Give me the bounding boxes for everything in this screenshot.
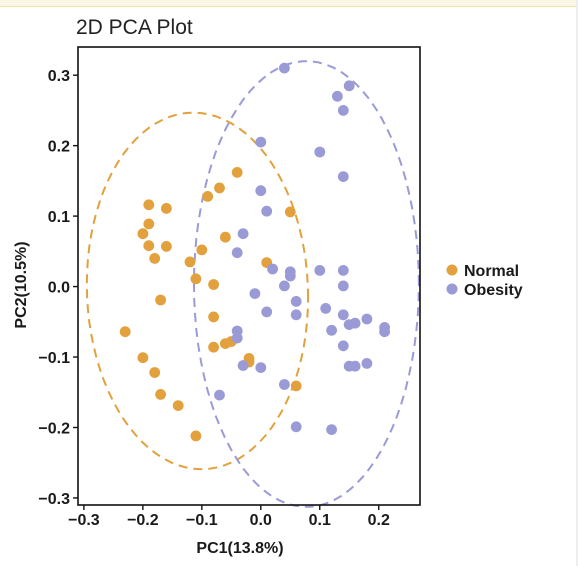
y-tick-label: −0.1 xyxy=(38,350,70,367)
point-normal-30 xyxy=(290,380,302,392)
x-tick-label: −0.3 xyxy=(68,512,100,529)
point-obesity-20 xyxy=(290,296,302,307)
point-obesity-35 xyxy=(361,358,373,369)
point-obesity-19 xyxy=(290,309,302,321)
x-tick-label: −0.1 xyxy=(186,512,218,529)
point-obesity-36 xyxy=(237,360,249,371)
y-tick-label: −0.3 xyxy=(38,491,70,508)
confidence-ellipses xyxy=(85,60,420,508)
x-axis-ticks: −0.3 −0.2 −0.1 0.0 0.1 0.2 xyxy=(68,505,390,529)
point-obesity-1 xyxy=(332,90,343,102)
point-normal-18 xyxy=(220,231,231,243)
x-axis-label: PC1(13.8%) xyxy=(196,540,283,557)
point-obesity-10 xyxy=(231,247,243,259)
legend-swatch-normal xyxy=(446,264,458,276)
y-tick-label: 0.1 xyxy=(48,209,70,226)
point-obesity-2 xyxy=(343,80,355,92)
y-tick-label: −0.2 xyxy=(38,420,70,437)
point-normal-17 xyxy=(208,279,220,290)
point-normal-23 xyxy=(208,341,220,353)
point-normal-22 xyxy=(231,167,243,178)
point-obesity-37 xyxy=(255,362,267,373)
point-normal-1 xyxy=(137,352,149,364)
point-obesity-28 xyxy=(379,326,390,338)
x-tick-label: −0.2 xyxy=(127,512,159,529)
y-axis-ticks: −0.3 −0.2 −0.1 0.0 0.1 0.2 0.3 xyxy=(38,68,78,508)
point-obesity-11 xyxy=(249,288,261,299)
legend-swatch-obesity xyxy=(446,283,458,295)
point-obesity-3 xyxy=(337,105,349,116)
legend-label-normal: Normal xyxy=(464,263,519,280)
point-obesity-5 xyxy=(314,146,326,158)
point-normal-4 xyxy=(172,400,184,411)
point-obesity-18 xyxy=(337,280,349,292)
legend-label-obesity: Obesity xyxy=(464,282,523,299)
chart-title: 2D PCA Plot xyxy=(76,16,193,39)
point-obesity-9 xyxy=(237,228,249,240)
point-normal-9 xyxy=(143,240,155,252)
point-obesity-34 xyxy=(349,360,361,372)
x-tick-label: 0.1 xyxy=(309,512,331,529)
point-obesity-8 xyxy=(261,205,273,217)
x-tick-label: 0.2 xyxy=(368,512,390,529)
point-normal-5 xyxy=(190,430,202,442)
ellipse-normal xyxy=(85,111,310,471)
ellipse-obesity xyxy=(192,60,420,508)
screenshot-right-border xyxy=(576,0,578,566)
point-normal-13 xyxy=(155,294,167,306)
point-normal-3 xyxy=(155,389,167,400)
point-normal-6 xyxy=(143,199,155,211)
point-obesity-31 xyxy=(261,306,273,318)
x-tick-label: 0.0 xyxy=(250,512,272,529)
point-obesity-16 xyxy=(314,265,326,276)
point-normal-7 xyxy=(143,218,155,230)
point-obesity-41 xyxy=(326,424,337,435)
y-tick-label: 0.0 xyxy=(48,280,70,297)
point-normal-21 xyxy=(214,182,225,194)
legend: Normal Obesity xyxy=(446,263,523,299)
point-obesity-21 xyxy=(320,303,332,314)
point-obesity-4 xyxy=(255,136,267,148)
point-normal-19 xyxy=(208,311,220,323)
point-obesity-6 xyxy=(337,171,349,183)
point-normal-8 xyxy=(137,228,149,240)
point-normal-11 xyxy=(161,203,172,214)
point-obesity-26 xyxy=(361,313,373,325)
point-normal-15 xyxy=(190,273,202,285)
point-normal-16 xyxy=(196,244,208,256)
point-obesity-30 xyxy=(231,332,243,344)
point-obesity-38 xyxy=(279,379,290,390)
plot-frame xyxy=(77,46,421,506)
point-obesity-15 xyxy=(284,270,296,282)
point-obesity-12 xyxy=(267,263,278,275)
point-normal-10 xyxy=(149,253,161,264)
point-obesity-40 xyxy=(290,421,302,433)
point-obesity-32 xyxy=(337,340,349,352)
point-obesity-25 xyxy=(349,317,361,329)
point-normal-29 xyxy=(284,206,296,218)
point-obesity-0 xyxy=(279,62,290,74)
screenshot-top-border xyxy=(0,0,578,7)
point-normal-2 xyxy=(149,367,161,378)
point-obesity-23 xyxy=(337,309,349,321)
y-tick-label: 0.2 xyxy=(48,139,70,156)
y-axis-label: PC2(10.5%) xyxy=(13,241,30,328)
point-obesity-13 xyxy=(279,280,290,292)
point-obesity-22 xyxy=(326,324,337,336)
point-normal-0 xyxy=(119,326,131,338)
point-normal-12 xyxy=(161,241,172,252)
y-tick-label: 0.3 xyxy=(48,68,70,85)
point-obesity-39 xyxy=(214,389,225,401)
point-normal-20 xyxy=(202,191,214,202)
point-obesity-17 xyxy=(337,265,349,276)
data-points xyxy=(119,62,390,442)
point-normal-14 xyxy=(184,256,196,268)
point-obesity-7 xyxy=(255,185,267,197)
